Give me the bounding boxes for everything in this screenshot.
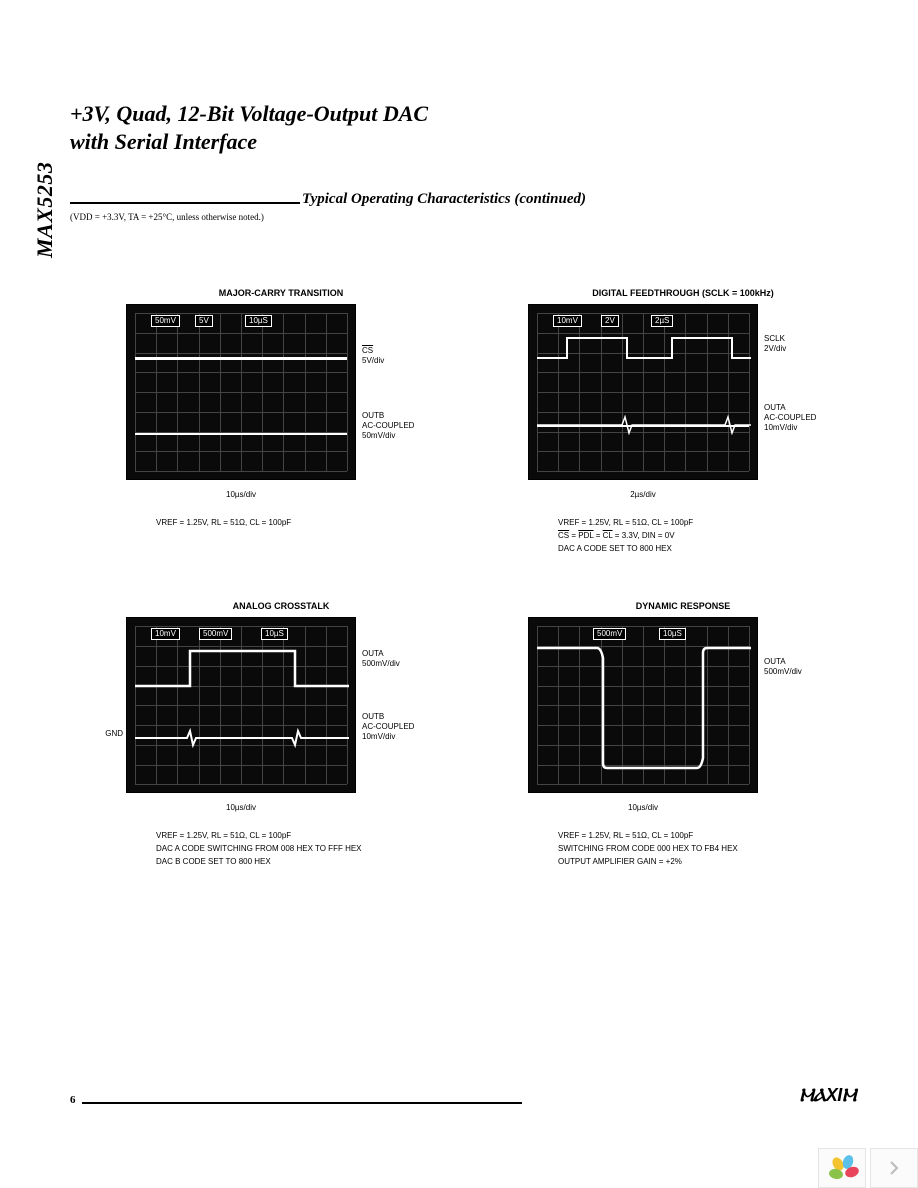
gnd-label: GND <box>96 729 123 738</box>
note-line: VREF = 1.25V, RL = 51Ω, CL = 100pF <box>156 517 466 530</box>
x-axis-label: 10µs/div <box>498 803 758 812</box>
plots-grid: MAJOR-CARRY TRANSITION 50mV 5V 10µS CS 5… <box>96 288 870 869</box>
scope-readout: 50mV <box>151 315 180 327</box>
label-outa: OUTA <box>764 403 858 412</box>
page-footer: 6 ⲘⲀXIⲘ <box>70 1085 856 1106</box>
x-axis-label: 2µs/div <box>498 490 758 499</box>
label-outb-scale: 10mV/div <box>362 732 456 741</box>
scope-readout: 2µS <box>651 315 673 327</box>
plot-left-label <box>96 304 126 480</box>
page-content: +3V, Quad, 12-Bit Voltage-Output DAC wit… <box>70 100 870 869</box>
trace-outb-xtalk <box>135 728 349 748</box>
x-axis-label: 10µs/div <box>96 803 356 812</box>
page-number: 6 <box>70 1094 76 1106</box>
plot-left-label <box>498 617 528 793</box>
label-cs: CS <box>362 346 456 355</box>
label-sclk: SCLK <box>764 334 858 343</box>
scope-readout: 500mV <box>199 628 232 640</box>
scope-readout: 10µS <box>261 628 288 640</box>
plot-right-labels: OUTA 500mV/div <box>758 617 858 793</box>
section-header: Typical Operating Characteristics (conti… <box>70 191 870 208</box>
label-outa-scale: 10mV/div <box>764 423 858 432</box>
section-rule <box>70 202 300 204</box>
label-sclk-scale: 2V/div <box>764 344 858 353</box>
plot-right-labels: CS 5V/div OUTB AC-COUPLED 50mV/div <box>356 304 456 480</box>
note-line: SWITCHING FROM CODE 000 HEX TO FB4 HEX <box>558 843 868 856</box>
plot-title: DYNAMIC RESPONSE <box>498 601 868 611</box>
trace-outa-sq <box>135 646 349 691</box>
oscilloscope-screen: 500mV 10µS <box>528 617 758 793</box>
title-line-2: with Serial Interface <box>70 129 257 154</box>
label-outa-scale: 500mV/div <box>362 659 456 668</box>
trace-glitch <box>537 415 751 435</box>
label-coupling: AC-COUPLED <box>362 421 456 430</box>
label-outa: OUTA <box>764 657 858 666</box>
title-line-1: +3V, Quad, 12-Bit Voltage-Output DAC <box>70 101 428 126</box>
plot-analog-crosstalk: ANALOG CROSSTALK GND 10mV 500mV 10µS <box>96 601 466 868</box>
x-axis-label: 10µs/div <box>96 490 356 499</box>
note-line: OUTPUT AMPLIFIER GAIN = +2% <box>558 856 868 869</box>
oscilloscope-screen: 10mV 500mV 10µS <box>126 617 356 793</box>
plot-notes: VREF = 1.25V, RL = 51Ω, CL = 100pF CS = … <box>498 517 868 555</box>
label-outa: OUTA <box>362 649 456 658</box>
trace-dynamic <box>537 638 751 778</box>
note-line: VREF = 1.25V, RL = 51Ω, CL = 100pF <box>156 830 466 843</box>
note-line: DAC A CODE SWITCHING FROM 008 HEX TO FFF… <box>156 843 466 856</box>
plot-major-carry: MAJOR-CARRY TRANSITION 50mV 5V 10µS CS 5… <box>96 288 466 555</box>
note-line: DAC A CODE SET TO 800 HEX <box>558 543 868 556</box>
plot-title: MAJOR-CARRY TRANSITION <box>96 288 466 298</box>
label-outb: OUTB <box>362 411 456 420</box>
trace-cs <box>135 357 347 360</box>
chevron-right-icon <box>889 1161 899 1175</box>
scope-grid <box>135 313 347 471</box>
scope-readout: 10mV <box>553 315 582 327</box>
note-line: VREF = 1.25V, RL = 51Ω, CL = 100pF <box>558 517 868 530</box>
trace-sclk <box>537 333 751 363</box>
plot-notes: VREF = 1.25V, RL = 51Ω, CL = 100pF DAC A… <box>96 830 466 868</box>
plot-title: DIGITAL FEEDTHROUGH (SCLK = 100kHz) <box>498 288 868 298</box>
label-coupling: AC-COUPLED <box>764 413 858 422</box>
plot-right-labels: OUTA 500mV/div OUTB AC-COUPLED 10mV/div <box>356 617 456 793</box>
note-line: CS = PDL = CL = 3.3V, DIN = 0V <box>558 530 868 543</box>
plot-notes: VREF = 1.25V, RL = 51Ω, CL = 100pF <box>96 517 466 530</box>
plot-title: ANALOG CROSSTALK <box>96 601 466 611</box>
plot-dynamic-response: DYNAMIC RESPONSE 500mV 10µS OUTA 500mV/d… <box>498 601 868 868</box>
label-coupling: AC-COUPLED <box>362 722 456 731</box>
note-line: DAC B CODE SET TO 800 HEX <box>156 856 466 869</box>
maxim-logo: ⲘⲀXIⲘ <box>799 1085 856 1106</box>
label-outb: OUTB <box>362 712 456 721</box>
part-number-vertical: MAX5253 <box>32 162 58 258</box>
plot-digital-feedthrough: DIGITAL FEEDTHROUGH (SCLK = 100kHz) 10mV… <box>498 288 868 555</box>
scope-readout: 10mV <box>151 628 180 640</box>
plot-right-labels: SCLK 2V/div OUTA AC-COUPLED 10mV/div <box>758 304 858 480</box>
note-line: VREF = 1.25V, RL = 51Ω, CL = 100pF <box>558 830 868 843</box>
label-outb-scale: 50mV/div <box>362 431 456 440</box>
oscilloscope-screen: 10mV 2V 2µS <box>528 304 758 480</box>
scope-readout: 2V <box>601 315 619 327</box>
footer-rule <box>82 1102 522 1104</box>
plot-notes: VREF = 1.25V, RL = 51Ω, CL = 100pF SWITC… <box>498 830 868 868</box>
viewer-widget <box>818 1148 918 1188</box>
section-heading: Typical Operating Characteristics (conti… <box>300 191 586 208</box>
trace-outb <box>135 433 347 435</box>
plot-left-label: GND <box>96 617 126 793</box>
label-cs-scale: 5V/div <box>362 356 456 365</box>
oscilloscope-screen: 50mV 5V 10µS <box>126 304 356 480</box>
test-conditions: (VDD = +3.3V, TA = +25°C, unless otherwi… <box>70 212 870 222</box>
scope-readout: 10µS <box>245 315 272 327</box>
plot-left-label <box>498 304 528 480</box>
widget-next-button[interactable] <box>870 1148 918 1188</box>
widget-logo-tile[interactable] <box>818 1148 866 1188</box>
label-outa-scale: 500mV/div <box>764 667 858 676</box>
scope-readout: 5V <box>195 315 213 327</box>
page-title: +3V, Quad, 12-Bit Voltage-Output DAC wit… <box>70 100 870 155</box>
